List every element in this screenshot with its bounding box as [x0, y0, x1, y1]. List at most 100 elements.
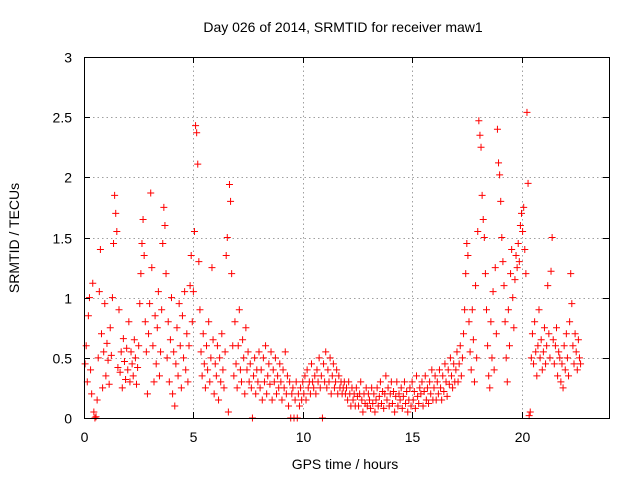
data-point: [149, 342, 157, 350]
data-point: [567, 270, 575, 278]
data-point: [559, 384, 567, 392]
data-point: [519, 227, 527, 235]
data-point: [562, 330, 570, 338]
data-point: [445, 380, 453, 388]
data-point: [216, 354, 224, 362]
data-point: [500, 282, 508, 290]
data-point: [575, 354, 583, 362]
data-point: [267, 348, 275, 356]
data-point: [518, 209, 525, 217]
data-point: [355, 402, 363, 410]
data-point: [265, 360, 273, 368]
data-point: [497, 197, 505, 205]
chart-title: Day 026 of 2014, SRMTID for receiver maw…: [203, 19, 483, 35]
data-point: [544, 282, 552, 290]
x-axis-label: GPS time / hours: [292, 456, 399, 472]
data-point: [440, 388, 448, 396]
data-point: [393, 378, 401, 386]
data-point: [240, 354, 248, 362]
x-tick-labels: 0 5 10 15 20: [81, 429, 531, 445]
data-point: [310, 384, 318, 392]
data-point: [533, 372, 541, 380]
y-tick-label: 3: [64, 50, 72, 66]
data-point: [574, 336, 582, 344]
data-point: [283, 372, 291, 380]
data-point: [171, 402, 179, 410]
data-point: [223, 234, 231, 241]
data-point: [84, 312, 92, 320]
data-point: [390, 388, 398, 396]
data-point: [233, 384, 241, 392]
data-point: [175, 300, 183, 308]
data-point: [435, 366, 443, 374]
data-point: [433, 378, 441, 386]
data-point: [236, 366, 244, 374]
data-point: [92, 413, 100, 421]
data-point: [484, 342, 492, 350]
data-point: [129, 372, 137, 380]
data-point: [477, 143, 485, 151]
data-point: [124, 366, 132, 374]
data-point: [211, 360, 219, 368]
data-point: [425, 400, 433, 408]
data-point: [254, 378, 262, 386]
data-point: [418, 378, 426, 386]
data-point: [495, 159, 503, 167]
data-point: [373, 384, 381, 392]
data-point: [446, 354, 454, 362]
data-point: [516, 221, 524, 229]
data-point: [431, 372, 439, 380]
data-point: [536, 354, 544, 362]
data-point: [380, 404, 388, 412]
data-point: [509, 294, 517, 302]
data-point: [174, 372, 182, 380]
data-point: [503, 378, 511, 386]
data-point: [285, 402, 293, 410]
data-point: [164, 318, 172, 326]
data-point: [522, 270, 530, 278]
data-point: [542, 360, 550, 368]
data-point: [560, 342, 568, 350]
data-point: [118, 384, 126, 392]
data-point: [260, 378, 268, 386]
data-point: [513, 264, 521, 272]
data-point: [207, 354, 215, 362]
data-point: [438, 396, 446, 404]
data-point: [465, 318, 473, 326]
data-point: [394, 402, 402, 410]
data-point: [117, 348, 125, 356]
data-point: [115, 306, 123, 314]
data-point: [481, 270, 489, 278]
data-point: [198, 372, 206, 380]
data-point: [550, 360, 558, 368]
data-point: [328, 372, 336, 380]
data-point: [577, 360, 585, 368]
data-point: [400, 378, 408, 386]
data-point: [535, 306, 543, 314]
data-point: [555, 348, 563, 356]
data-point: [370, 390, 378, 398]
data-point: [317, 372, 325, 380]
data-point: [147, 189, 155, 197]
data-point: [358, 396, 366, 404]
data-point: [247, 384, 255, 392]
data-point: [563, 354, 571, 362]
data-point: [215, 396, 223, 404]
data-point: [251, 354, 259, 362]
data-point: [543, 342, 551, 350]
data-point: [93, 396, 101, 404]
data-point: [545, 330, 553, 338]
y-tick-label: 2: [64, 170, 72, 186]
data-point: [127, 348, 135, 356]
data-point: [180, 354, 188, 362]
data-point: [474, 227, 482, 235]
data-point: [232, 360, 240, 368]
data-point: [301, 372, 309, 380]
data-point: [266, 380, 274, 388]
data-point: [104, 356, 112, 364]
data-point: [107, 351, 115, 359]
x-tick-label: 15: [405, 429, 421, 445]
data-point: [187, 252, 195, 260]
data-point: [199, 330, 207, 338]
data-point: [279, 366, 287, 374]
